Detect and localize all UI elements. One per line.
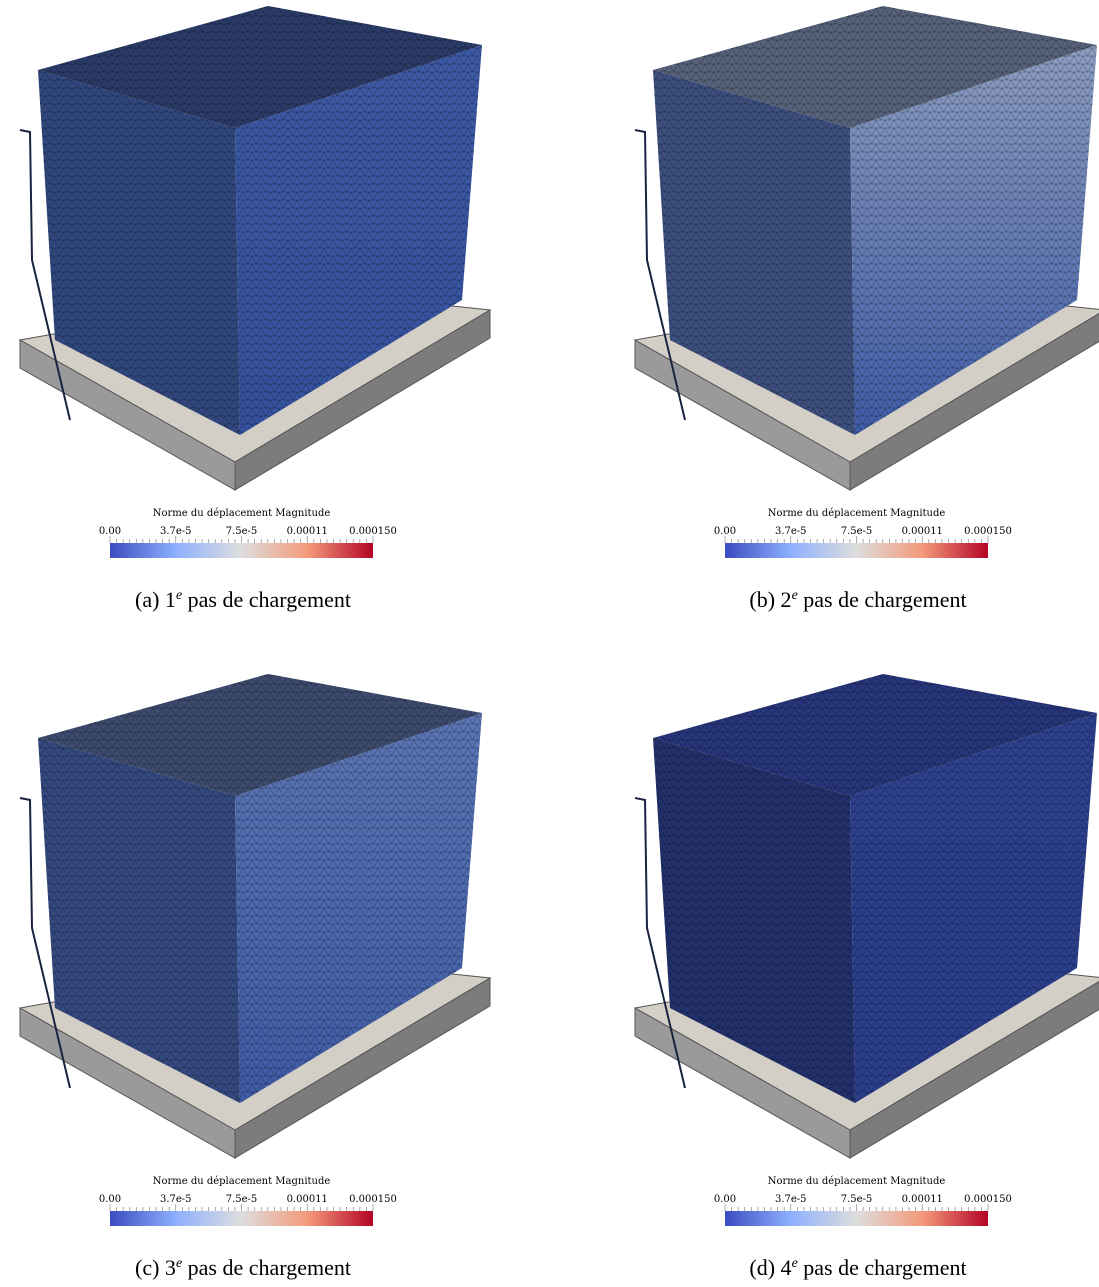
colorbar-title: Norme du déplacement Magnitude xyxy=(153,1176,331,1187)
colorbar-tick-label: 0.00 xyxy=(714,526,736,537)
plate-right xyxy=(849,312,1099,491)
plate-right xyxy=(234,309,491,491)
cube-top-mesh xyxy=(653,674,1097,796)
crack xyxy=(19,129,71,421)
colorbar-tick-label: 7.5e-5 xyxy=(841,1194,873,1205)
caption: (c) 3e pas de chargement xyxy=(135,1255,351,1280)
panel: Norme du déplacement Magnitude 0.00 3.7e-5… xyxy=(633,6,1099,612)
cube-left-mesh xyxy=(653,738,855,1103)
cube-right-mesh xyxy=(850,45,1097,435)
panel: Norme du déplacement Magnitude 0.00 3.7e-5… xyxy=(18,6,492,612)
colorbar-tick-label: 0.00011 xyxy=(287,526,328,537)
caption-sup: e xyxy=(792,1256,798,1271)
caption: (b) 2e pas de chargement xyxy=(749,587,966,612)
caption-suffix: pas de chargement xyxy=(798,1255,967,1280)
caption-suffix: pas de chargement xyxy=(182,1255,351,1280)
caption-sup: e xyxy=(792,588,798,603)
caption: (d) 4e pas de chargement xyxy=(749,1255,966,1280)
colorbar xyxy=(725,543,988,558)
colorbar-tick-label: 3.7e-5 xyxy=(775,526,807,537)
cube-right-mesh xyxy=(850,713,1097,1103)
colorbar-tick-label: 0.00011 xyxy=(287,1194,328,1205)
caption-prefix: (c) 3 xyxy=(135,1255,176,1280)
cube-left-mesh xyxy=(653,70,855,435)
colorbar xyxy=(725,1211,988,1226)
crack xyxy=(634,797,686,1089)
cube-top-mesh xyxy=(38,674,482,796)
colorbar-tick-label: 0.00 xyxy=(99,526,121,537)
caption-prefix: (d) 4 xyxy=(749,1255,791,1280)
colorbar-tick-label: 0.000150 xyxy=(964,1194,1012,1205)
caption-sup: e xyxy=(176,588,182,603)
plate-right xyxy=(849,980,1099,1159)
colorbar-tick-label: 7.5e-5 xyxy=(841,526,873,537)
colorbar-title: Norme du déplacement Magnitude xyxy=(153,508,331,519)
colorbar-tick-label: 0.00011 xyxy=(902,526,943,537)
cube-top-mesh xyxy=(38,6,482,128)
colorbar-tick-label: 3.7e-5 xyxy=(775,1194,807,1205)
cube-left-mesh xyxy=(38,70,240,435)
colorbar-title: Norme du déplacement Magnitude xyxy=(768,1176,946,1187)
colorbar-tick-label: 0.000150 xyxy=(349,526,397,537)
colorbar-tick-label: 0.00 xyxy=(99,1194,121,1205)
colorbar-tick-label: 7.5e-5 xyxy=(226,526,258,537)
colorbar-tick-label: 3.7e-5 xyxy=(160,526,192,537)
colorbar-title: Norme du déplacement Magnitude xyxy=(768,508,946,519)
caption-suffix: pas de chargement xyxy=(798,587,967,612)
crack xyxy=(634,129,686,421)
cube-right-mesh xyxy=(235,45,482,435)
colorbar-tick-label: 0.00 xyxy=(714,1194,736,1205)
cube-top-mesh xyxy=(653,6,1097,128)
colorbar-tick-label: 3.7e-5 xyxy=(160,1194,192,1205)
colorbar xyxy=(110,1211,373,1226)
caption: (a) 1e pas de chargement xyxy=(135,587,351,612)
panel: Norme du déplacement Magnitude 0.00 3.7e-5… xyxy=(633,674,1099,1280)
panel: Norme du déplacement Magnitude 0.00 3.7e-5… xyxy=(18,674,492,1280)
cube-left-mesh xyxy=(38,738,240,1103)
caption-sup: e xyxy=(176,1256,182,1271)
plate-right xyxy=(234,977,491,1159)
colorbar-tick-label: 0.000150 xyxy=(349,1194,397,1205)
crack xyxy=(19,797,71,1089)
colorbar xyxy=(110,543,373,558)
caption-prefix: (b) 2 xyxy=(749,587,791,612)
colorbar-tick-label: 0.00011 xyxy=(902,1194,943,1205)
colorbar-tick-label: 7.5e-5 xyxy=(226,1194,258,1205)
cube-right-mesh xyxy=(235,713,482,1103)
colorbar-tick-label: 0.000150 xyxy=(964,526,1012,537)
caption-suffix: pas de chargement xyxy=(182,587,351,612)
caption-prefix: (a) 1 xyxy=(135,587,176,612)
